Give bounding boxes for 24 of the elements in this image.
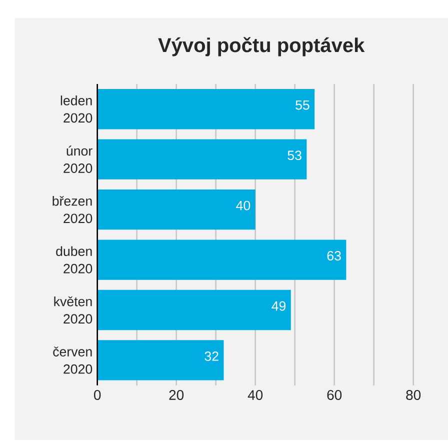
bar [97,89,315,130]
bar [97,189,256,230]
chart-title: Vývoj počtu poptávek [158,37,365,56]
data-label: 49 [272,301,286,311]
bar [97,139,307,180]
x-tick-label: 80 [406,390,421,400]
bar [97,340,224,380]
data-label: 53 [288,150,302,160]
bar [97,240,346,280]
data-label: 32 [204,351,218,361]
data-label: 55 [296,100,310,110]
y-tick-label: březen 2020 [52,196,92,224]
y-tick-label: duben 2020 [56,246,92,274]
x-tick-label: 0 [94,390,101,400]
data-label: 63 [327,251,341,260]
x-tick-label: 20 [169,390,184,400]
y-tick-label: únor 2020 [64,146,92,173]
y-tick-label: červen 2020 [53,346,92,374]
x-tick-label: 40 [248,390,263,400]
y-tick-label: květen 2020 [54,296,92,324]
y-tick-label: leden 2020 [60,96,92,123]
bar [97,290,291,330]
x-tick-label: 60 [327,390,342,400]
data-label: 40 [236,200,250,210]
